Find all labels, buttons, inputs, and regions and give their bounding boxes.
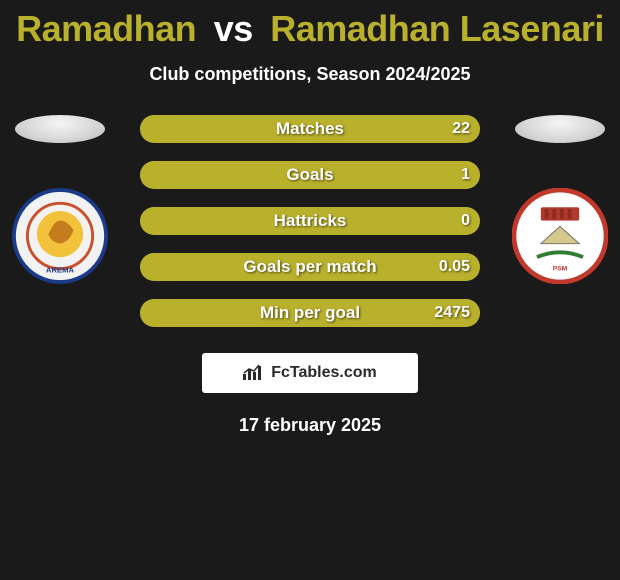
club-badge-right: PSM [512,188,608,284]
club-badge-left-icon: AREMA [12,188,108,284]
stat-row: Hattricks 0 [140,207,480,235]
club-badge-right-icon: PSM [512,188,608,284]
attribution-text: FcTables.com [271,364,377,382]
svg-text:PSM: PSM [553,266,568,273]
stat-row: Matches 22 [140,115,480,143]
stat-value-right: 2475 [434,304,470,322]
player-right-slot: PSM [510,115,610,284]
stat-label: Hattricks [274,211,347,231]
stat-label: Goals [286,165,333,185]
stat-label: Matches [276,119,344,139]
stat-label: Goals per match [243,257,376,277]
stat-row: Goals per match 0.05 [140,253,480,281]
bar-chart-icon [243,364,265,382]
stat-row: Goals 1 [140,161,480,189]
stat-value-right: 1 [461,166,470,184]
club-badge-left: AREMA [12,188,108,284]
stat-value-right: 0.05 [439,258,470,276]
player-left-photo-placeholder [15,115,105,143]
subtitle: Club competitions, Season 2024/2025 [0,64,620,85]
comparison-panel: AREMA PSM Matches 22 Goals 1 Hattricks 0 Goals… [0,115,620,327]
page-title: Ramadhan vs Ramadhan Lasenari [0,0,620,50]
title-player2: Ramadhan Lasenari [270,8,604,49]
attribution-badge: FcTables.com [202,353,418,393]
stat-value-right: 22 [452,120,470,138]
title-player1: Ramadhan [16,8,196,49]
stat-row: Min per goal 2475 [140,299,480,327]
stat-bars: Matches 22 Goals 1 Hattricks 0 Goals per match… [140,115,480,327]
stat-label: Min per goal [260,303,360,323]
player-left-slot: AREMA [10,115,110,284]
title-vs: vs [214,8,253,49]
player-right-photo-placeholder [515,115,605,143]
date-label: 17 february 2025 [0,415,620,436]
stat-value-right: 0 [461,212,470,230]
svg-text:AREMA: AREMA [46,265,75,274]
